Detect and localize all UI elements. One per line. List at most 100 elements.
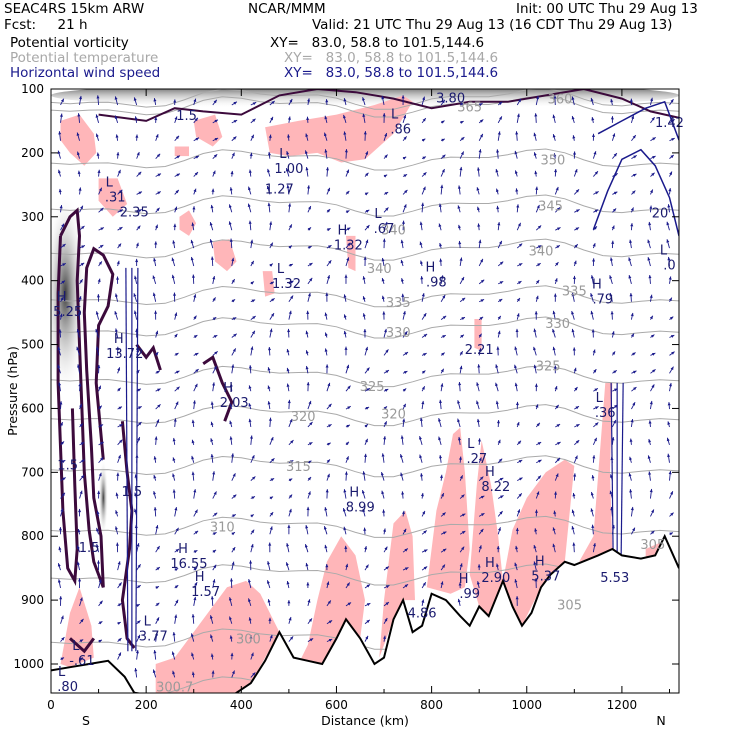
wind-vector-head (269, 634, 273, 639)
wind-vector-head (118, 406, 122, 410)
theta-label: 325 (360, 380, 385, 395)
wind-vector-head (533, 132, 537, 137)
wind-vector-head (594, 388, 598, 392)
wind-vector-head (403, 136, 407, 140)
humidity-region (212, 239, 237, 272)
theta-contour (51, 89, 679, 110)
wind-vector-head (286, 367, 290, 372)
wind-vector-head (172, 240, 176, 244)
wind-vector-head (171, 257, 175, 262)
strong-updraft-vector (125, 267, 129, 652)
wind-vector-head (305, 133, 309, 137)
wind-vector-head (652, 156, 656, 159)
wind-vector-head (174, 614, 178, 618)
wind-vector-head (670, 154, 674, 159)
humidity-region (579, 382, 613, 562)
wind-vector-head (210, 454, 214, 458)
wind-vector-head (97, 278, 101, 283)
wind-vector-head (632, 402, 636, 406)
wind-vector-head (593, 369, 597, 373)
wind-vector-head (270, 512, 274, 516)
x-tick-label: 800 (420, 698, 443, 712)
wind-vector-head (347, 406, 351, 410)
extremum-value-label: 2.21 (465, 343, 494, 358)
wind-vector-head (460, 151, 464, 155)
wind-vector-head (670, 366, 674, 371)
wind-vector-head (552, 114, 556, 119)
wind-vector-head (213, 335, 218, 339)
wind-vector-head (575, 227, 580, 231)
wind-vector-head (76, 151, 80, 156)
wind-vector-head (363, 328, 367, 333)
wind-vector-head (537, 442, 542, 445)
wind-vector-head (552, 134, 556, 138)
wind-vector-head (62, 243, 66, 248)
wind-vector-head (344, 274, 348, 278)
wind-vector-head (137, 564, 141, 568)
wind-vector-head (519, 477, 523, 481)
wind-vector-head (233, 136, 237, 140)
wind-vector-head (553, 510, 557, 514)
wind-vector-head (97, 364, 101, 369)
wind-vector-head (96, 560, 101, 564)
wind-vector-head (365, 406, 370, 410)
wind-vector-head (176, 155, 181, 159)
wind-vector-head (286, 151, 290, 155)
wind-vector-head (459, 475, 463, 479)
wind-vector-head (290, 440, 294, 444)
wind-vector-head (403, 114, 407, 119)
wind-vector-head (137, 171, 142, 176)
wind-vector-head (536, 422, 540, 427)
wind-vector-head (515, 401, 519, 406)
extremum-type-label: L (660, 243, 668, 258)
wind-vector-head (614, 173, 618, 177)
wind-vector-head (496, 205, 500, 210)
wind-vector-head (250, 260, 254, 265)
wind-vector-head (174, 116, 178, 120)
wind-vector-head (153, 98, 157, 102)
wind-vector-head (306, 116, 310, 120)
wind-vector-head (324, 544, 328, 549)
extremum-value-label: 1.32 (334, 239, 363, 254)
wind-vector-head (365, 239, 369, 244)
wind-vector-head (173, 418, 177, 422)
wind-vector-head (630, 506, 634, 511)
wind-vector-head (362, 313, 366, 317)
extremum-type-label: H (223, 381, 233, 396)
wind-vector-head (175, 352, 179, 356)
y-tick-label: 100 (21, 82, 44, 96)
wind-vector-head (650, 97, 654, 102)
wind-vector-head (61, 460, 66, 464)
wind-vector-head (477, 223, 481, 227)
wind-vector-head (385, 349, 389, 353)
wind-vector-head (194, 383, 198, 388)
wind-vector-head (383, 436, 387, 440)
wind-vector-head (77, 113, 81, 117)
wind-vector-head (252, 102, 257, 106)
wind-vector-head (594, 171, 598, 175)
wind-vector-head (345, 456, 349, 460)
wind-vector-head (209, 615, 213, 619)
y-tick-label: 700 (21, 465, 44, 479)
wind-vector-head (384, 617, 388, 622)
wind-vector-head (60, 657, 65, 661)
wind-vector-head (383, 528, 387, 532)
wind-vector-head (442, 531, 447, 535)
wind-vector-head (571, 116, 575, 120)
wind-vector-head (667, 204, 671, 208)
wind-vector-head (629, 98, 633, 102)
wind-vector-head (212, 317, 217, 321)
wind-vector-head (116, 276, 120, 280)
pv-contour (120, 421, 136, 649)
wind-vector-head (175, 189, 179, 194)
wind-vector-head (457, 418, 461, 423)
wind-vector-head (611, 225, 615, 230)
wind-vector-head (400, 239, 404, 244)
wind-vector-head (79, 657, 84, 661)
wind-vector-head (95, 346, 99, 350)
wind-vector-head (381, 95, 385, 100)
wind-vector-head (630, 223, 634, 227)
terrain-surface-line (51, 533, 679, 693)
wind-vector-head (153, 257, 157, 262)
theta-label: 325 (536, 360, 561, 375)
